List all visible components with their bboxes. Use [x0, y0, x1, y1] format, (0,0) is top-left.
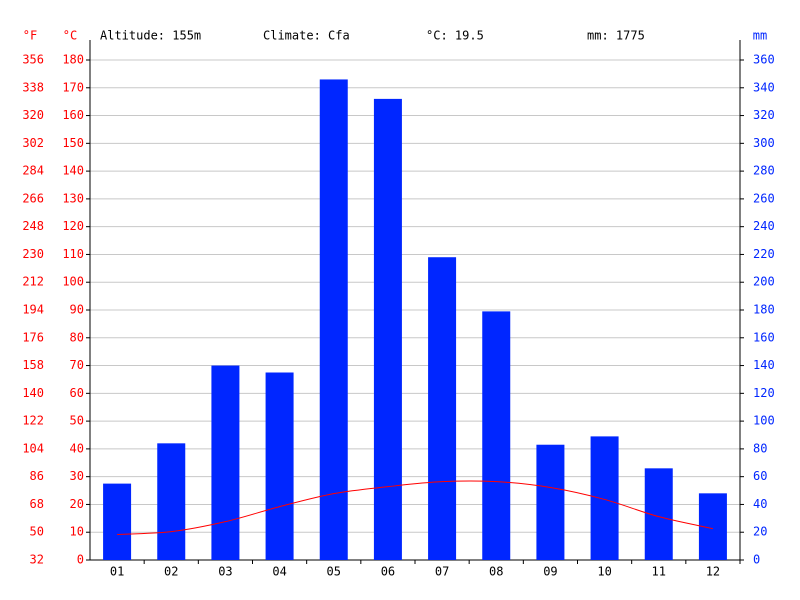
y-tick-label: 80 — [70, 330, 84, 344]
y-tick-label: 100 — [62, 275, 84, 289]
y-tick-label: 170 — [62, 80, 84, 94]
y2-tick-label: 280 — [753, 164, 775, 178]
y2-tick-label: 180 — [753, 303, 775, 317]
y2-tick-label: 100 — [753, 414, 775, 428]
annotation: Climate: Cfa — [263, 29, 350, 43]
y2-tick-label: 40 — [753, 497, 767, 511]
y3-tick-label: 338 — [22, 80, 44, 94]
x-tick-label: 09 — [543, 565, 557, 579]
y-tick-label: 140 — [62, 164, 84, 178]
x-tick-label: 04 — [272, 565, 286, 579]
x-tick-label: 03 — [218, 565, 232, 579]
y3-tick-label: 230 — [22, 247, 44, 261]
y-tick-label: 30 — [70, 469, 84, 483]
y3-tick-label: 212 — [22, 275, 44, 289]
y2-tick-label: 0 — [753, 553, 760, 567]
y2-tick-label: 300 — [753, 136, 775, 150]
y2-tick-label: 60 — [753, 469, 767, 483]
y-tick-label: 160 — [62, 108, 84, 122]
bar — [211, 365, 240, 560]
bar — [373, 98, 402, 560]
y2-tick-label: 200 — [753, 275, 775, 289]
y3-tick-label: 158 — [22, 358, 44, 372]
bar — [482, 311, 511, 560]
x-tick-label: 07 — [435, 565, 449, 579]
x-tick-label: 01 — [110, 565, 124, 579]
y3-tick-label: 176 — [22, 330, 44, 344]
y3-tick-label: 266 — [22, 191, 44, 205]
bar — [536, 444, 565, 560]
y-tick-label: 130 — [62, 191, 84, 205]
y2-tick-label: 260 — [753, 191, 775, 205]
y3-tick-label: 32 — [30, 553, 44, 567]
y2-axis-label: mm — [753, 29, 767, 43]
y2-tick-label: 140 — [753, 358, 775, 372]
y3-tick-label: 284 — [22, 164, 44, 178]
x-tick-label: 12 — [706, 565, 720, 579]
y2-tick-label: 80 — [753, 441, 767, 455]
y3-tick-label: 320 — [22, 108, 44, 122]
y-tick-label: 180 — [62, 53, 84, 67]
y3-tick-label: 68 — [30, 497, 44, 511]
y3-tick-label: 194 — [22, 303, 44, 317]
bar — [428, 257, 457, 560]
x-tick-label: 10 — [597, 565, 611, 579]
x-tick-label: 05 — [327, 565, 341, 579]
bar — [319, 79, 348, 560]
y-tick-label: 60 — [70, 386, 84, 400]
x-tick-label: 06 — [381, 565, 395, 579]
y-tick-label: 120 — [62, 219, 84, 233]
y-tick-label: 20 — [70, 497, 84, 511]
y3-tick-label: 86 — [30, 469, 44, 483]
y2-tick-label: 160 — [753, 330, 775, 344]
y2-tick-label: 340 — [753, 80, 775, 94]
bar — [157, 443, 186, 560]
annotation: mm: 1775 — [587, 29, 645, 43]
y3-tick-label: 122 — [22, 414, 44, 428]
y-tick-label: 150 — [62, 136, 84, 150]
y-axis-label: °C — [63, 29, 77, 43]
y-tick-label: 50 — [70, 414, 84, 428]
y-tick-label: 70 — [70, 358, 84, 372]
y2-tick-label: 240 — [753, 219, 775, 233]
y2-tick-label: 120 — [753, 386, 775, 400]
x-tick-label: 02 — [164, 565, 178, 579]
x-tick-label: 11 — [652, 565, 666, 579]
bar — [265, 372, 294, 560]
y3-tick-label: 248 — [22, 219, 44, 233]
y3-tick-label: 302 — [22, 136, 44, 150]
y2-tick-label: 360 — [753, 53, 775, 67]
bar — [103, 483, 132, 560]
y2-tick-label: 220 — [753, 247, 775, 261]
y-tick-label: 90 — [70, 303, 84, 317]
y-tick-label: 110 — [62, 247, 84, 261]
y3-axis-label: °F — [23, 29, 37, 43]
y3-tick-label: 104 — [22, 441, 44, 455]
y3-tick-label: 356 — [22, 53, 44, 67]
y2-tick-label: 320 — [753, 108, 775, 122]
x-tick-label: 08 — [489, 565, 503, 579]
temperature-line — [117, 480, 714, 535]
y3-tick-label: 140 — [22, 386, 44, 400]
y-tick-label: 0 — [77, 553, 84, 567]
annotation: Altitude: 155m — [100, 29, 201, 43]
y3-tick-label: 50 — [30, 525, 44, 539]
y2-tick-label: 20 — [753, 525, 767, 539]
annotation: °C: 19.5 — [426, 29, 484, 43]
y-tick-label: 40 — [70, 441, 84, 455]
y-tick-label: 10 — [70, 525, 84, 539]
bar — [590, 436, 619, 560]
